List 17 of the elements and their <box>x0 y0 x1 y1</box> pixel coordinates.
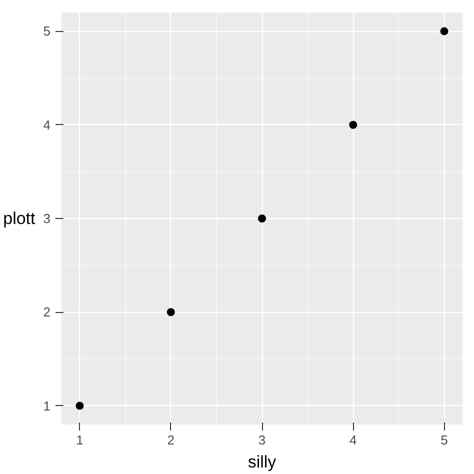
point <box>258 214 266 222</box>
x-tick-label: 5 <box>440 432 448 448</box>
x-tick-label: 2 <box>167 432 174 448</box>
point <box>76 402 84 410</box>
x-axis-title: silly <box>248 452 277 472</box>
y-tick-label: 3 <box>43 211 51 226</box>
x-tick-label: 4 <box>350 432 357 448</box>
y-tick-label: 4 <box>43 117 51 132</box>
point <box>440 27 448 36</box>
y-axis-title: plott <box>3 209 36 228</box>
point <box>349 120 358 129</box>
y-tick-label: 2 <box>43 304 51 320</box>
x-tick-label: 3 <box>258 432 266 448</box>
x-tick-label: 1 <box>76 432 84 448</box>
y-tick-label: 5 <box>43 24 51 39</box>
point <box>166 308 175 316</box>
y-tick-label: 1 <box>43 398 51 414</box>
